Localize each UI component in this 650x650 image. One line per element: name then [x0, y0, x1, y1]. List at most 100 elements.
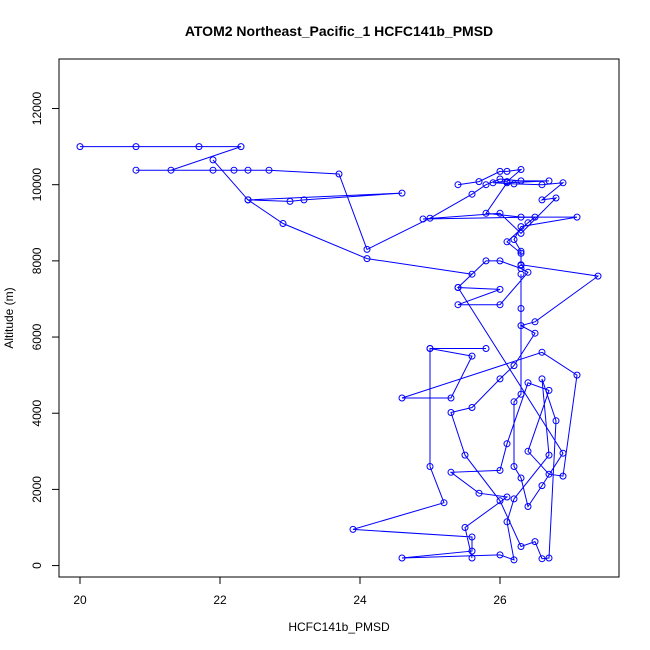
data-point — [496, 167, 504, 175]
data-point — [524, 268, 532, 276]
data-point — [244, 166, 252, 174]
data-point — [447, 409, 455, 416]
y-tick-label: 10000 — [30, 168, 44, 202]
x-tick-label: 20 — [73, 593, 87, 607]
data-point — [440, 499, 448, 507]
data-point — [573, 213, 581, 221]
data-point — [468, 352, 476, 360]
data-point — [286, 197, 294, 205]
data-point — [538, 181, 546, 189]
data-point — [167, 166, 175, 174]
data-point — [300, 196, 308, 204]
data-point — [454, 301, 462, 309]
data-point — [552, 417, 560, 425]
data-point — [538, 375, 546, 383]
data-point — [496, 551, 504, 559]
data-point — [209, 156, 217, 164]
y-axis-label: Altitude (m) — [2, 287, 16, 348]
data-point — [468, 190, 476, 198]
data-point — [531, 329, 539, 337]
data-point — [545, 554, 553, 562]
data-point — [496, 257, 504, 265]
data-point — [496, 209, 504, 217]
data-point — [482, 209, 490, 217]
data-point — [524, 379, 532, 387]
data-point — [349, 525, 357, 533]
y-tick-label: 12000 — [30, 92, 44, 126]
data-point — [573, 371, 581, 379]
data-point — [524, 503, 532, 510]
data-point — [482, 345, 490, 352]
data-point — [489, 179, 497, 187]
data-point — [503, 440, 511, 448]
data-point — [517, 305, 525, 312]
data-point — [510, 495, 518, 503]
y-tick-label: 6000 — [30, 323, 44, 350]
data-point — [531, 213, 539, 221]
x-tick-label: 24 — [353, 593, 367, 607]
data-point — [209, 166, 217, 174]
data-point — [496, 497, 504, 505]
data-point — [510, 180, 518, 188]
data-point — [545, 386, 553, 394]
data-point — [447, 394, 455, 402]
data-point — [531, 318, 539, 326]
y-tick-label: 8000 — [30, 247, 44, 274]
x-axis-label: HCFC141b_PMSD — [288, 620, 390, 634]
data-point — [524, 447, 532, 455]
data-point — [517, 261, 525, 269]
x-tick-label: 22 — [213, 593, 227, 607]
y-tick-label: 2000 — [30, 476, 44, 503]
data-point — [419, 215, 427, 223]
data-point — [426, 463, 434, 470]
data-point — [524, 219, 532, 227]
data-point — [195, 143, 203, 151]
y-tick-label: 4000 — [30, 400, 44, 427]
data-point — [496, 375, 504, 383]
data-point — [468, 404, 476, 411]
data-point — [279, 220, 287, 227]
y-tick-label: 0 — [30, 562, 44, 569]
data-point — [496, 285, 504, 293]
data-point — [503, 493, 511, 501]
data-point — [503, 178, 511, 186]
data-point — [363, 245, 371, 253]
data-point — [76, 143, 84, 151]
data-point — [517, 229, 525, 237]
series-line — [212, 159, 564, 508]
data-point — [454, 284, 462, 291]
series-line — [422, 168, 565, 266]
data-point — [426, 345, 434, 352]
data-point — [482, 181, 490, 189]
data-point — [510, 398, 518, 406]
data-point — [398, 189, 406, 197]
data-point — [230, 166, 238, 174]
data-point — [461, 451, 469, 459]
data-point — [468, 554, 476, 562]
data-point — [461, 524, 469, 531]
data-point — [517, 543, 525, 550]
data-point — [545, 451, 553, 459]
data-point — [517, 270, 525, 278]
data-point — [517, 166, 525, 173]
data-point — [559, 179, 567, 187]
data-point — [545, 470, 553, 478]
data-point — [510, 463, 518, 470]
data-point — [475, 178, 483, 186]
data-point — [503, 518, 511, 526]
data-point — [503, 167, 511, 175]
data-point — [496, 301, 504, 309]
data-point — [244, 196, 252, 204]
data-point — [538, 348, 546, 356]
data-point — [503, 238, 511, 246]
series-2 — [209, 156, 567, 510]
data-point — [538, 555, 546, 563]
data-point — [517, 249, 525, 257]
data-point — [447, 468, 455, 476]
y-axis: 0 2000 4000 6000 8000 10000 12000 — [30, 92, 60, 569]
data-point — [594, 272, 602, 280]
data-point — [335, 170, 343, 178]
chart-title: ATOM2 Northeast_Pacific_1 HCFC141b_PMSD — [185, 23, 493, 39]
